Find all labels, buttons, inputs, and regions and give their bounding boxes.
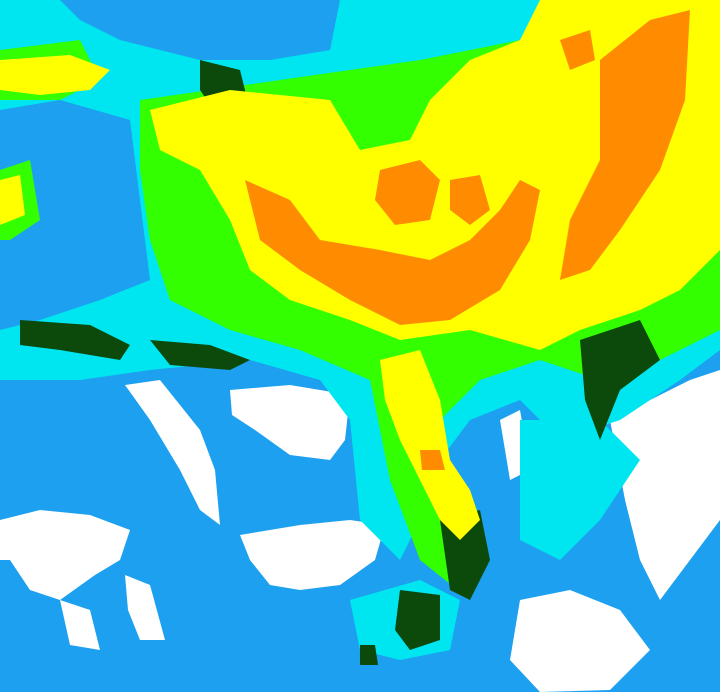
yellow-region bbox=[0, 175, 25, 225]
white-patches bbox=[0, 370, 720, 692]
blue-gap bbox=[60, 0, 340, 60]
white-patch bbox=[610, 370, 720, 600]
dark-edge bbox=[395, 590, 440, 650]
dark-edge bbox=[150, 340, 250, 370]
blue-gap bbox=[0, 100, 150, 330]
orange-band bbox=[375, 160, 440, 225]
white-patch bbox=[125, 575, 165, 640]
orange-band bbox=[450, 175, 490, 225]
orange-clouds bbox=[245, 10, 690, 470]
white-patch bbox=[510, 590, 650, 692]
orange-spot bbox=[420, 450, 445, 470]
dark-edge bbox=[20, 320, 130, 360]
orange-band bbox=[560, 30, 595, 70]
white-patch bbox=[60, 600, 100, 650]
orange-band bbox=[560, 10, 690, 280]
dark-edge bbox=[360, 645, 378, 665]
white-patch bbox=[230, 385, 350, 460]
dark-edge bbox=[580, 320, 660, 440]
orange-band bbox=[245, 180, 540, 325]
yellow-tail bbox=[380, 350, 480, 540]
cyan-region bbox=[520, 420, 640, 560]
white-patch bbox=[0, 510, 130, 600]
yellow-region bbox=[0, 55, 110, 95]
white-patch bbox=[240, 520, 385, 590]
white-patch bbox=[125, 380, 220, 525]
